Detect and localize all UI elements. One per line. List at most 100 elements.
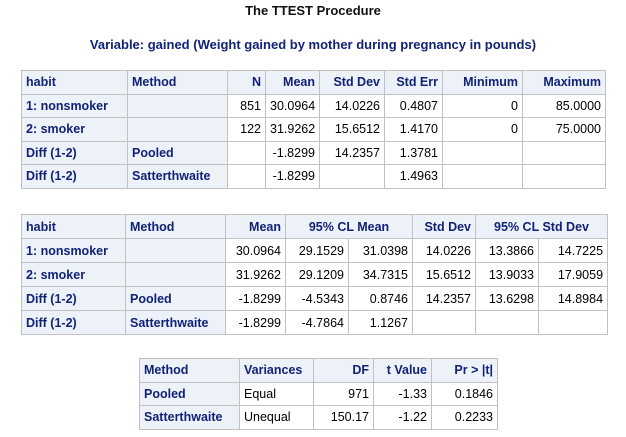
cell-std-dev: 14.2357 <box>412 286 477 311</box>
table-header-row: habit Method N Mean Std Dev Std Err Mini… <box>21 70 606 95</box>
cell-mean: -1.8299 <box>225 310 286 335</box>
column-header: Method <box>125 214 226 239</box>
cell-maximum: 75.0000 <box>522 117 606 142</box>
column-header: Std Err <box>384 70 443 95</box>
cell-cl-mean-lower: -4.7864 <box>285 310 349 335</box>
cell-cl-std-lower <box>475 310 540 335</box>
cell-minimum <box>442 140 523 165</box>
row-header-method: Satterthwaite <box>139 405 240 430</box>
column-header: Mean <box>225 214 286 239</box>
cell-n <box>227 164 266 189</box>
column-header: DF <box>313 358 374 383</box>
column-header: habit <box>21 214 126 239</box>
statistics-table: habit Method N Mean Std Dev Std Err Mini… <box>21 70 606 189</box>
cell-std-dev <box>319 164 385 189</box>
column-header: t Value <box>373 358 432 383</box>
cell-mean: -1.8299 <box>265 140 320 165</box>
cell-variances: Unequal <box>239 405 314 430</box>
cell-t-value: -1.22 <box>373 405 432 430</box>
cell-cl-std-lower: 13.9033 <box>475 262 540 287</box>
cell-minimum: 0 <box>442 93 523 118</box>
row-header-method: Satterthwaite <box>127 164 228 189</box>
row-header-method <box>127 117 228 142</box>
cell-std-err: 1.4963 <box>384 164 443 189</box>
cell-df: 971 <box>313 381 374 406</box>
row-header-method <box>125 238 226 263</box>
row-header-habit: Diff (1-2) <box>21 286 126 311</box>
cell-cl-std-lower: 13.6298 <box>475 286 540 311</box>
confidence-limits-table: habit Method Mean 95% CL Mean Std Dev 95… <box>21 214 609 335</box>
cell-df: 150.17 <box>313 405 374 430</box>
row-header-habit: Diff (1-2) <box>21 140 128 165</box>
column-header: Pr > |t| <box>431 358 498 383</box>
row-header-method: Pooled <box>127 140 228 165</box>
column-header: 95% CL Std Dev <box>475 214 609 239</box>
cell-cl-mean-lower: 29.1209 <box>285 262 349 287</box>
cell-cl-mean-upper: 31.0398 <box>347 238 414 263</box>
cell-mean: 31.9262 <box>225 262 286 287</box>
row-header-habit: Diff (1-2) <box>21 310 126 335</box>
cell-cl-std-upper: 14.7225 <box>538 238 609 263</box>
row-header-habit: 2: smoker <box>21 117 128 142</box>
cell-mean: -1.8299 <box>225 286 286 311</box>
procedure-title: The TTEST Procedure <box>245 3 381 18</box>
cell-std-dev: 14.2357 <box>319 140 385 165</box>
cell-minimum: 0 <box>442 117 523 142</box>
column-header: Variances <box>239 358 314 383</box>
column-header: Mean <box>265 70 320 95</box>
column-header: N <box>227 70 266 95</box>
table-row: Satterthwaite Unequal 150.17 -1.22 0.223… <box>139 405 498 430</box>
table-row: Diff (1-2) Satterthwaite -1.8299 1.4963 <box>21 164 606 189</box>
column-header: Minimum <box>442 70 523 95</box>
cell-mean: 30.0964 <box>225 238 286 263</box>
cell-n: 851 <box>227 93 266 118</box>
variable-subtitle: Variable: gained (Weight gained by mothe… <box>89 37 537 52</box>
column-header: Method <box>127 70 228 95</box>
cell-mean: 30.0964 <box>265 93 320 118</box>
row-header-method: Pooled <box>125 286 226 311</box>
cell-p-value: 0.2233 <box>431 405 498 430</box>
cell-cl-mean-upper: 34.7315 <box>347 262 414 287</box>
cell-minimum <box>442 164 523 189</box>
row-header-habit: 1: nonsmoker <box>21 93 128 118</box>
cell-variances: Equal <box>239 381 314 406</box>
column-header: Std Dev <box>412 214 477 239</box>
column-header: Method <box>139 358 240 383</box>
row-header-habit: 2: smoker <box>21 262 126 287</box>
table-row: 1: nonsmoker 851 30.0964 14.0226 0.4807 … <box>21 93 606 118</box>
row-header-habit: Diff (1-2) <box>21 164 128 189</box>
cell-cl-std-upper: 17.9059 <box>538 262 609 287</box>
table-row: 1: nonsmoker 30.0964 29.1529 31.0398 14.… <box>21 238 609 263</box>
cell-mean: 31.9262 <box>265 117 320 142</box>
cell-std-err: 0.4807 <box>384 93 443 118</box>
cell-std-err: 1.3781 <box>384 140 443 165</box>
cell-maximum: 85.0000 <box>522 93 606 118</box>
cell-std-dev: 15.6512 <box>319 117 385 142</box>
table-row: Pooled Equal 971 -1.33 0.1846 <box>139 381 498 406</box>
row-header-method <box>127 93 228 118</box>
table-row: 2: smoker 31.9262 29.1209 34.7315 15.651… <box>21 262 609 287</box>
cell-std-dev: 14.0226 <box>319 93 385 118</box>
table-row: Diff (1-2) Pooled -1.8299 14.2357 1.3781 <box>21 140 606 165</box>
column-header: Maximum <box>522 70 606 95</box>
cell-cl-std-upper <box>538 310 609 335</box>
table-header-row: Method Variances DF t Value Pr > |t| <box>139 358 498 383</box>
row-header-method <box>125 262 226 287</box>
ttests-table: Method Variances DF t Value Pr > |t| Poo… <box>139 358 498 430</box>
cell-maximum <box>522 140 606 165</box>
column-header: habit <box>21 70 128 95</box>
cell-t-value: -1.33 <box>373 381 432 406</box>
cell-maximum <box>522 164 606 189</box>
cell-n: 122 <box>227 117 266 142</box>
row-header-method: Satterthwaite <box>125 310 226 335</box>
cell-cl-mean-lower: -4.5343 <box>285 286 349 311</box>
cell-n <box>227 140 266 165</box>
cell-cl-std-upper: 14.8984 <box>538 286 609 311</box>
cell-std-err: 1.4170 <box>384 117 443 142</box>
cell-cl-mean-upper: 1.1267 <box>347 310 414 335</box>
cell-std-dev: 14.0226 <box>412 238 477 263</box>
row-header-habit: 1: nonsmoker <box>21 238 126 263</box>
cell-mean: -1.8299 <box>265 164 320 189</box>
table-header-row: habit Method Mean 95% CL Mean Std Dev 95… <box>21 214 609 239</box>
cell-cl-std-lower: 13.3866 <box>475 238 540 263</box>
